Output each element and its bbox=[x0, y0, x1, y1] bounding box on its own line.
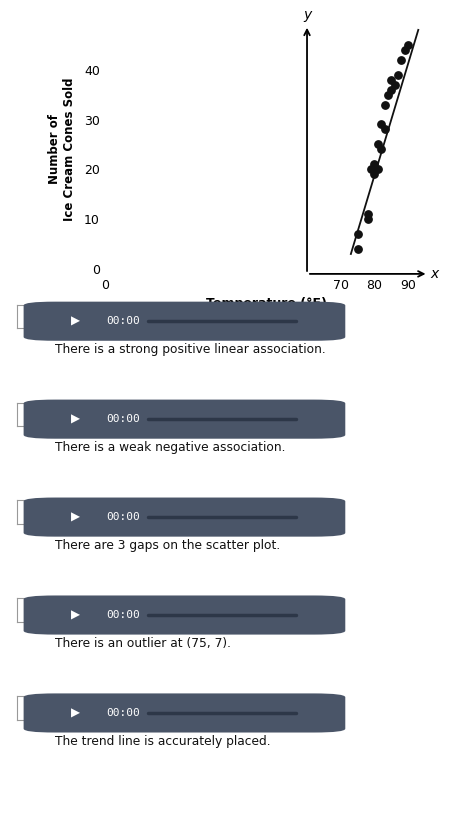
Text: There is a weak negative association.: There is a weak negative association. bbox=[55, 441, 285, 454]
Text: There is a strong positive linear association.: There is a strong positive linear associ… bbox=[55, 343, 326, 356]
Text: 00:00: 00:00 bbox=[107, 708, 140, 718]
Point bbox=[391, 78, 398, 91]
Text: 00:00: 00:00 bbox=[107, 316, 140, 326]
Point bbox=[384, 88, 392, 101]
Point bbox=[387, 83, 395, 96]
Point bbox=[397, 53, 405, 66]
FancyBboxPatch shape bbox=[24, 595, 345, 635]
Text: The trend line is accurately placed.: The trend line is accurately placed. bbox=[55, 735, 270, 748]
FancyBboxPatch shape bbox=[24, 399, 345, 439]
Point bbox=[377, 118, 385, 131]
Text: ▶: ▶ bbox=[71, 413, 80, 426]
Text: 00:00: 00:00 bbox=[107, 414, 140, 424]
Text: ▶: ▶ bbox=[71, 706, 80, 720]
Y-axis label: Number of
Ice Cream Cones Sold: Number of Ice Cream Cones Sold bbox=[48, 78, 76, 221]
Text: 00:00: 00:00 bbox=[107, 512, 140, 522]
Text: ▶: ▶ bbox=[71, 608, 80, 622]
Point bbox=[381, 98, 388, 111]
FancyBboxPatch shape bbox=[24, 693, 345, 733]
FancyBboxPatch shape bbox=[24, 497, 345, 537]
Point bbox=[401, 43, 408, 56]
Point bbox=[381, 123, 388, 136]
Point bbox=[377, 143, 385, 156]
Point bbox=[367, 163, 375, 176]
Text: There is an outlier at (75, 7).: There is an outlier at (75, 7). bbox=[55, 637, 231, 650]
Point bbox=[364, 212, 372, 226]
Text: y: y bbox=[303, 8, 311, 22]
Point bbox=[394, 68, 402, 81]
Text: x: x bbox=[430, 267, 438, 281]
Point bbox=[374, 138, 382, 151]
Text: ▶: ▶ bbox=[71, 315, 80, 328]
Text: 00:00: 00:00 bbox=[107, 610, 140, 620]
Point bbox=[371, 158, 378, 171]
Text: ▶: ▶ bbox=[71, 510, 80, 524]
Point bbox=[387, 73, 395, 86]
Text: There are 3 gaps on the scatter plot.: There are 3 gaps on the scatter plot. bbox=[55, 539, 280, 552]
X-axis label: Temperature (°F): Temperature (°F) bbox=[206, 297, 327, 310]
Point bbox=[405, 38, 412, 51]
Point bbox=[354, 242, 361, 256]
Point bbox=[371, 168, 378, 181]
Point bbox=[354, 227, 361, 241]
Point bbox=[364, 208, 372, 221]
FancyBboxPatch shape bbox=[24, 301, 345, 341]
Point bbox=[374, 163, 382, 176]
